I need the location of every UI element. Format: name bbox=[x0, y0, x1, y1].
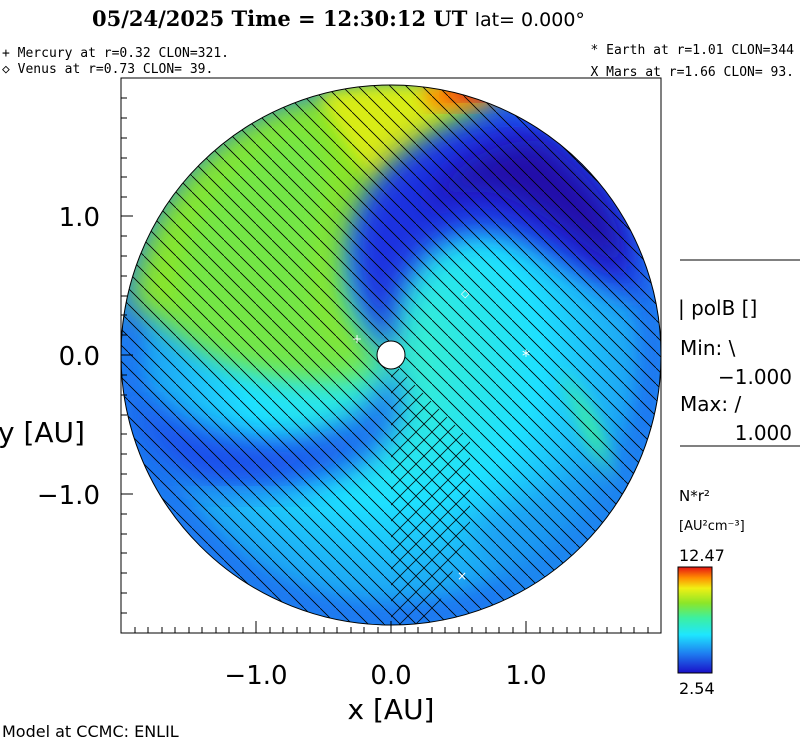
mars-marker: × bbox=[457, 569, 467, 583]
y-axis-ticks bbox=[121, 97, 133, 614]
earth-marker: * bbox=[522, 346, 530, 365]
planet-info-right: * Earth at r=1.01 CLON=344 X Mars at r=1… bbox=[591, 40, 795, 84]
x-tick-label: 0.0 bbox=[370, 661, 411, 691]
colorbar bbox=[677, 566, 713, 674]
x-axis-ticks bbox=[134, 621, 649, 633]
colorbar-units: [AU²cm⁻³] bbox=[679, 519, 745, 534]
x-tick-label: 1.0 bbox=[505, 661, 546, 691]
venus-marker: ◇ bbox=[461, 287, 470, 300]
mercury-marker: + bbox=[352, 332, 362, 346]
x-axis-title: x [AU] bbox=[348, 693, 435, 726]
title-latitude: lat= 0.000° bbox=[474, 9, 585, 31]
colorbar-max-label: 12.47 bbox=[679, 546, 725, 565]
min-label: Min: \ bbox=[680, 336, 736, 360]
mercury-info: + Mercury at r=0.32 CLON=321. bbox=[2, 46, 229, 61]
min-value: −1.000 bbox=[718, 365, 792, 389]
x-tick-label: −1.0 bbox=[224, 661, 287, 691]
colorbar-title: N*r² bbox=[679, 487, 710, 505]
sun-marker bbox=[376, 340, 406, 370]
polarity-label: | polB [] bbox=[678, 296, 757, 320]
title-date-time: 05/24/2025 Time = 12:30:12 UT bbox=[92, 6, 468, 31]
plot-title: 05/24/2025 Time = 12:30:12 UT lat= 0.000… bbox=[92, 6, 585, 31]
venus-info: ◇ Venus at r=0.73 CLON= 39. bbox=[2, 62, 214, 77]
model-credit: Model at CCMC: ENLIL bbox=[2, 722, 179, 741]
earth-info: * Earth at r=1.01 CLON=344 bbox=[590, 43, 795, 58]
colorbar-min-label: 2.54 bbox=[679, 679, 715, 698]
y-tick-label: 0.0 bbox=[59, 342, 100, 372]
planet-info-left: + Mercury at r=0.32 CLON=321. ◇ Venus at… bbox=[2, 46, 229, 78]
y-tick-label: −1.0 bbox=[37, 481, 100, 511]
max-value: 1.000 bbox=[735, 421, 792, 445]
y-axis-title: y [AU] bbox=[0, 416, 85, 449]
mars-info: X Mars at r=1.66 CLON= 93. bbox=[590, 65, 795, 80]
max-label: Max: / bbox=[680, 392, 741, 416]
y-tick-label: 1.0 bbox=[59, 203, 100, 233]
